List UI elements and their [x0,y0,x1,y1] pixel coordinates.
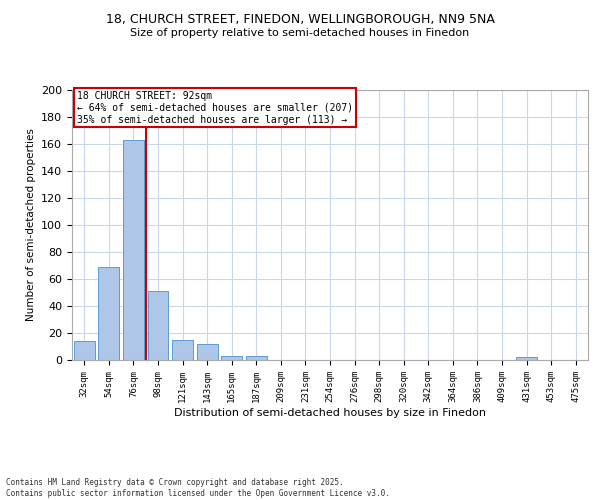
Bar [246,356,267,360]
Text: 18, CHURCH STREET, FINEDON, WELLINGBOROUGH, NN9 5NA: 18, CHURCH STREET, FINEDON, WELLINGBOROU… [106,12,494,26]
Bar [74,341,95,360]
Text: 18 CHURCH STREET: 92sqm
← 64% of semi-detached houses are smaller (207)
35% of s: 18 CHURCH STREET: 92sqm ← 64% of semi-de… [77,92,353,124]
Bar [221,356,242,360]
Text: Contains HM Land Registry data © Crown copyright and database right 2025.
Contai: Contains HM Land Registry data © Crown c… [6,478,390,498]
Bar [516,358,537,360]
Y-axis label: Number of semi-detached properties: Number of semi-detached properties [26,128,35,322]
Bar [148,291,169,360]
Text: Size of property relative to semi-detached houses in Finedon: Size of property relative to semi-detach… [130,28,470,38]
Bar [197,344,218,360]
Bar [123,140,144,360]
X-axis label: Distribution of semi-detached houses by size in Finedon: Distribution of semi-detached houses by … [174,408,486,418]
Bar [172,340,193,360]
Bar [98,267,119,360]
